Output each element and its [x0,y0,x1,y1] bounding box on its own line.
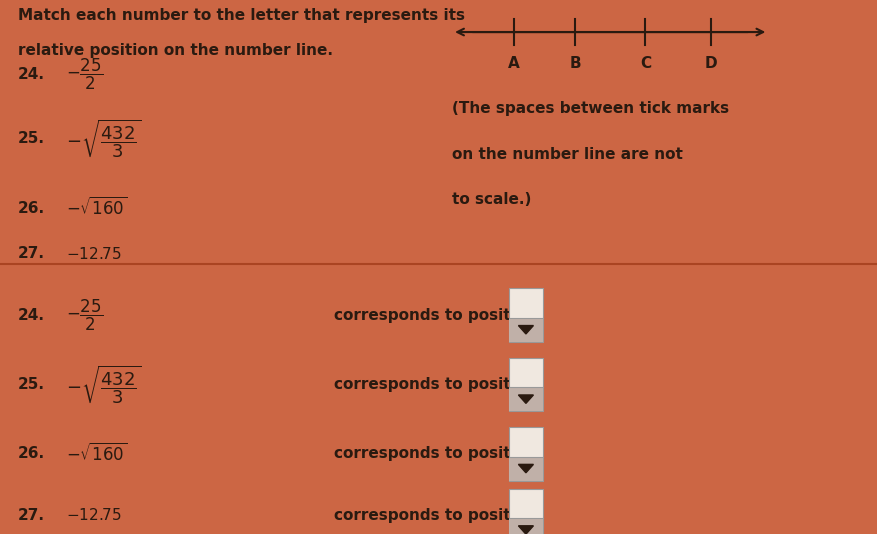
Text: D: D [704,56,717,71]
Text: $-12.75$: $-12.75$ [66,246,122,262]
Text: corresponds to position: corresponds to position [333,308,536,323]
Polygon shape [517,465,533,473]
Bar [509,358,542,411]
Text: (The spaces between tick marks: (The spaces between tick marks [452,101,729,116]
Text: corresponds to position: corresponds to position [333,446,536,461]
Text: $-12.75$: $-12.75$ [66,507,122,523]
Bar [509,318,542,342]
Bar [509,457,542,481]
Text: C: C [639,56,650,71]
Text: 24.: 24. [18,308,45,323]
Text: 24.: 24. [18,67,45,82]
Bar [509,427,542,481]
Text: 25.: 25. [18,131,45,146]
Bar [509,518,542,534]
Text: relative position on the number line.: relative position on the number line. [18,43,332,58]
Text: $-\sqrt{\dfrac{432}{3}}$: $-\sqrt{\dfrac{432}{3}}$ [66,363,141,406]
Text: 25.: 25. [18,377,45,392]
Text: $-\sqrt{\dfrac{432}{3}}$: $-\sqrt{\dfrac{432}{3}}$ [66,117,141,160]
Text: $-\dfrac{25}{2}$: $-\dfrac{25}{2}$ [66,297,103,333]
Text: 26.: 26. [18,201,45,216]
Bar [509,489,542,534]
Polygon shape [517,395,533,403]
Text: corresponds to position: corresponds to position [333,508,536,523]
Text: to scale.): to scale.) [452,192,531,207]
Text: $-\dfrac{25}{2}$: $-\dfrac{25}{2}$ [66,57,103,92]
Text: corresponds to position: corresponds to position [333,377,536,392]
Polygon shape [517,326,533,334]
Text: B: B [568,56,581,71]
Bar [509,288,542,342]
Text: 26.: 26. [18,446,45,461]
Text: Match each number to the letter that represents its: Match each number to the letter that rep… [18,8,464,23]
Text: A: A [507,56,519,71]
Text: $-\sqrt{160}$: $-\sqrt{160}$ [66,443,127,465]
Polygon shape [517,526,533,534]
Text: $-\sqrt{160}$: $-\sqrt{160}$ [66,197,127,219]
Text: on the number line are not: on the number line are not [452,147,682,162]
Text: 27.: 27. [18,508,45,523]
Text: 27.: 27. [18,246,45,261]
Bar [509,387,542,411]
